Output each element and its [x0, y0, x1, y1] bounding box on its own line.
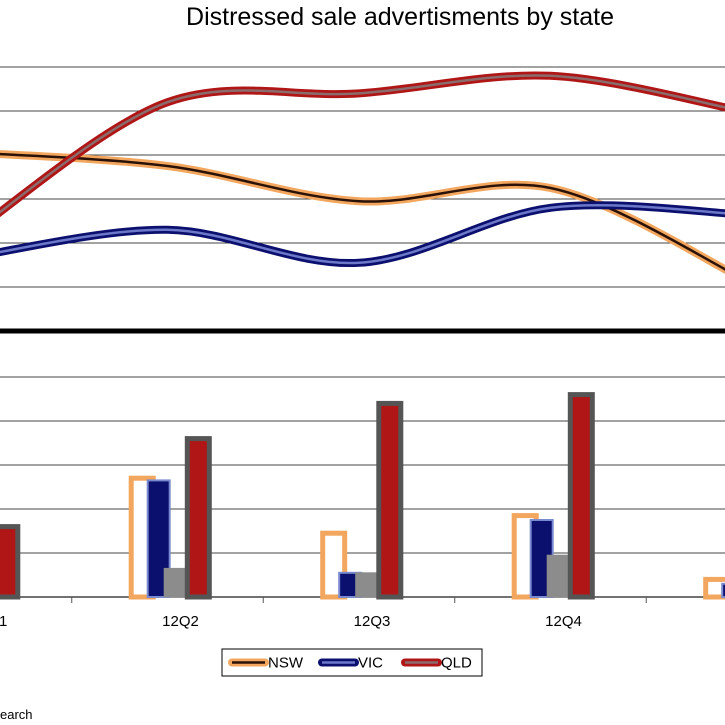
bar-group-12q1: [0, 524, 21, 600]
bar-other-12q4: [546, 554, 570, 598]
chart-title: Distressed sale advertisments by state: [186, 3, 614, 31]
bar-panel-grid: [0, 376, 725, 598]
bar-nsw-13q1: [703, 576, 725, 600]
x-tick-label: 12Q1: [0, 613, 7, 630]
source-note: earch: [0, 707, 33, 722]
bar-qld-12q2: [184, 436, 212, 600]
bar-group-12q2: [128, 436, 212, 600]
bar-group-12q3: [320, 400, 404, 600]
bar-series-group: [0, 392, 725, 600]
x-axis-ticks: 12Q112Q212Q312Q413Q1: [0, 597, 647, 630]
x-tick-label: 12Q2: [162, 613, 199, 630]
bar-qld-12q4: [567, 392, 595, 600]
line-core: [0, 204, 725, 265]
line-series-nsw: [0, 150, 725, 274]
line-series-group: [0, 71, 725, 274]
bar-qld-12q1: [0, 524, 21, 600]
bar-vic-12q2: [146, 479, 171, 598]
bar-other-12q2: [163, 567, 187, 598]
line-series-vic: [0, 201, 725, 268]
legend-label-vic: VIC: [358, 655, 383, 672]
legend: NSW VIC QLD: [221, 648, 483, 677]
line-core: [0, 152, 725, 271]
line-series-qld: [0, 71, 725, 218]
legend-label-qld: QLD: [441, 655, 472, 672]
legend-label-nsw: NSW: [268, 655, 304, 672]
x-tick-label: 12Q4: [545, 613, 582, 630]
bar-other-12q3: [355, 572, 379, 598]
bar-qld-12q3: [376, 400, 404, 600]
line-core: [0, 74, 725, 214]
bar-group-13q1: [703, 576, 725, 600]
bar-vic-13q1: [721, 582, 725, 598]
bar-group-12q4: [511, 392, 595, 600]
line-panel-grid: [0, 66, 725, 288]
x-tick-label: 12Q3: [354, 613, 391, 630]
